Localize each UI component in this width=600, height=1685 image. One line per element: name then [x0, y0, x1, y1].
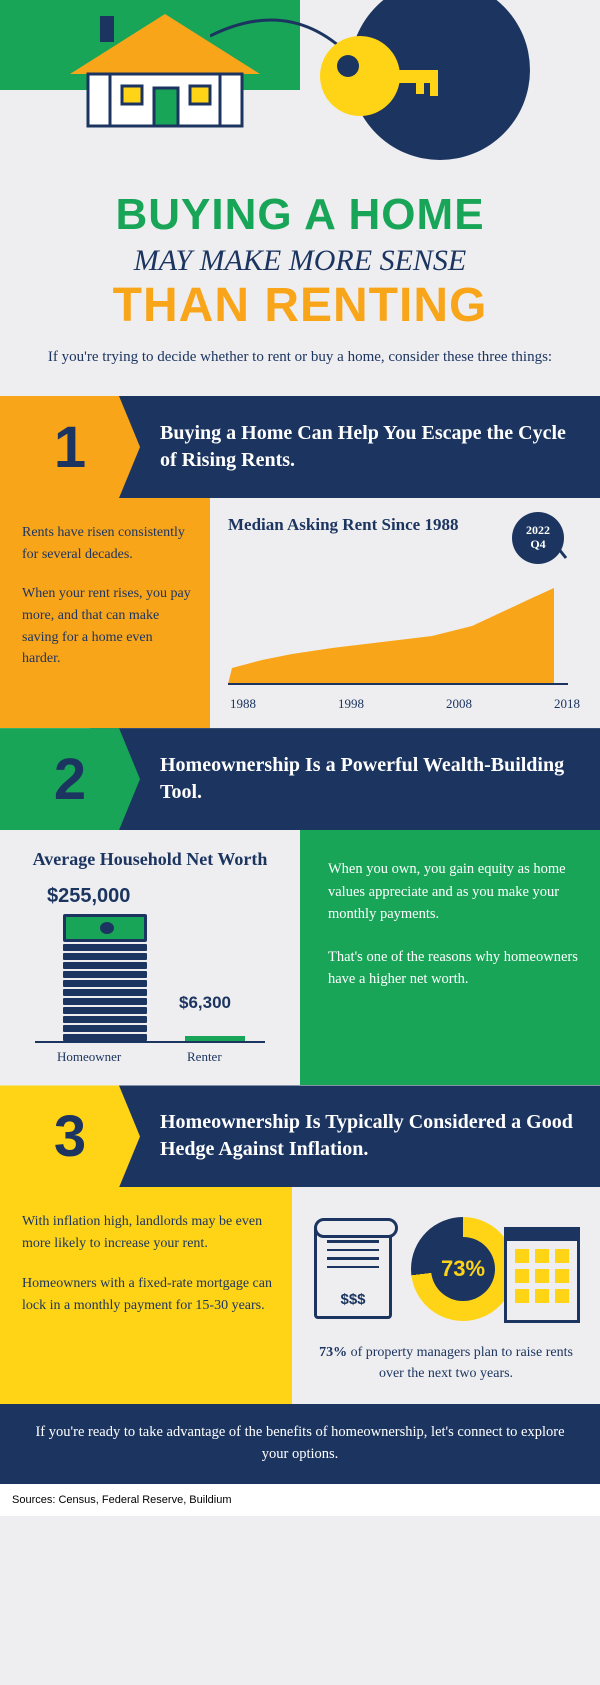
caption-pct: 73% [319, 1345, 347, 1360]
xtick-1: 1998 [338, 696, 364, 712]
sources: Sources: Census, Federal Reserve, Buildi… [0, 1484, 600, 1516]
xtick-3: 2018 [554, 696, 580, 712]
document-text: $$$ [317, 1291, 389, 1308]
section1-p2: When your rent rises, you pay more, and … [22, 583, 192, 670]
section2-body: Average Household Net Worth $255,000 $6,… [0, 830, 600, 1085]
section1-title: Buying a Home Can Help You Escape the Cy… [160, 420, 580, 474]
bar-homeowner [63, 914, 147, 1041]
xtick-0: 1988 [230, 696, 256, 712]
headline-line1: BUYING A HOME [0, 190, 600, 240]
section2-title: Homeownership Is a Powerful Wealth-Build… [160, 752, 580, 806]
net-worth-title: Average Household Net Worth [16, 848, 284, 871]
cat-renter: Renter [187, 1049, 222, 1065]
section3-right: $$$ 73% 73% of property managers plan to… [292, 1187, 600, 1404]
section1-body: Rents have risen consistently for severa… [0, 498, 600, 728]
key-icon [210, 6, 440, 126]
section3-p2: Homeowners with a fixed-rate mortgage ca… [22, 1273, 272, 1316]
section1-title-bar: Buying a Home Can Help You Escape the Cy… [90, 396, 600, 498]
section2-number-badge: 2 [0, 728, 140, 830]
section1-left: Rents have risen consistently for severa… [0, 498, 210, 728]
chart-xaxis: 1988 1998 2008 2018 [230, 696, 580, 712]
section3-number-badge: 3 [0, 1085, 140, 1187]
section3-title-bar: Homeownership Is Typically Considered a … [90, 1085, 600, 1187]
caption-rest: of property managers plan to raise rents… [347, 1345, 573, 1380]
section3-left: With inflation high, landlords may be ev… [0, 1187, 292, 1404]
xtick-2: 2008 [446, 696, 472, 712]
section1-chart: Median Asking Rent Since 1988 2022 Q4 19… [210, 498, 600, 728]
bill-stack [63, 944, 147, 1041]
net-worth-bars: $255,000 $6,300 Homeowner Renter [35, 885, 265, 1065]
cta-band: If you're ready to take advantage of the… [0, 1404, 600, 1484]
document-icon: $$$ [314, 1227, 392, 1319]
dollar-bill-icon [63, 914, 147, 942]
section2-right: When you own, you gain equity as home va… [300, 830, 600, 1085]
section3-header: Homeownership Is Typically Considered a … [0, 1085, 600, 1187]
chart-baseline [35, 1041, 265, 1043]
chart-bubble: 2022 Q4 [512, 512, 564, 564]
cat-homeowner: Homeowner [57, 1049, 121, 1065]
section3-title: Homeownership Is Typically Considered a … [160, 1109, 580, 1163]
section2-p1: When you own, you gain equity as home va… [328, 858, 578, 925]
building-icon [504, 1227, 580, 1323]
headline-sub: If you're trying to decide whether to re… [40, 347, 560, 368]
val-homeowner: $255,000 [47, 885, 130, 908]
hero-art [0, 0, 600, 130]
section3-illustration: $$$ 73% [306, 1207, 586, 1337]
section2-number: 2 [54, 746, 86, 813]
net-worth-chart: Average Household Net Worth $255,000 $6,… [0, 830, 300, 1085]
donut-value: 73% [431, 1237, 495, 1301]
section1-number-badge: 1 [0, 396, 140, 498]
headline-line2: MAY MAKE MORE SENSE [0, 244, 600, 278]
headline-line3: THAN RENTING [0, 278, 600, 333]
section3-p1: With inflation high, landlords may be ev… [22, 1211, 272, 1254]
cta-text: If you're ready to take advantage of the… [35, 1424, 564, 1462]
section2-p2: That's one of the reasons why homeowners… [328, 946, 578, 991]
section2-header: Homeownership Is a Powerful Wealth-Build… [0, 728, 600, 830]
headline: BUYING A HOME MAY MAKE MORE SENSE THAN R… [0, 190, 600, 333]
section1-header: Buying a Home Can Help You Escape the Cy… [0, 396, 600, 498]
section3-number: 3 [54, 1103, 86, 1170]
section1-p1: Rents have risen consistently for severa… [22, 522, 192, 565]
section2-title-bar: Homeownership Is a Powerful Wealth-Build… [90, 728, 600, 830]
donut-chart: 73% [411, 1217, 515, 1321]
area-chart-svg [228, 542, 568, 692]
section3-caption: 73% of property managers plan to raise r… [306, 1343, 586, 1384]
infographic-root: BUYING A HOME MAY MAKE MORE SENSE THAN R… [0, 0, 600, 1516]
section3-body: With inflation high, landlords may be ev… [0, 1187, 600, 1404]
bar-renter [185, 908, 245, 1041]
section1-number: 1 [54, 414, 86, 481]
chart-bubble-text: 2022 Q4 [526, 524, 550, 552]
